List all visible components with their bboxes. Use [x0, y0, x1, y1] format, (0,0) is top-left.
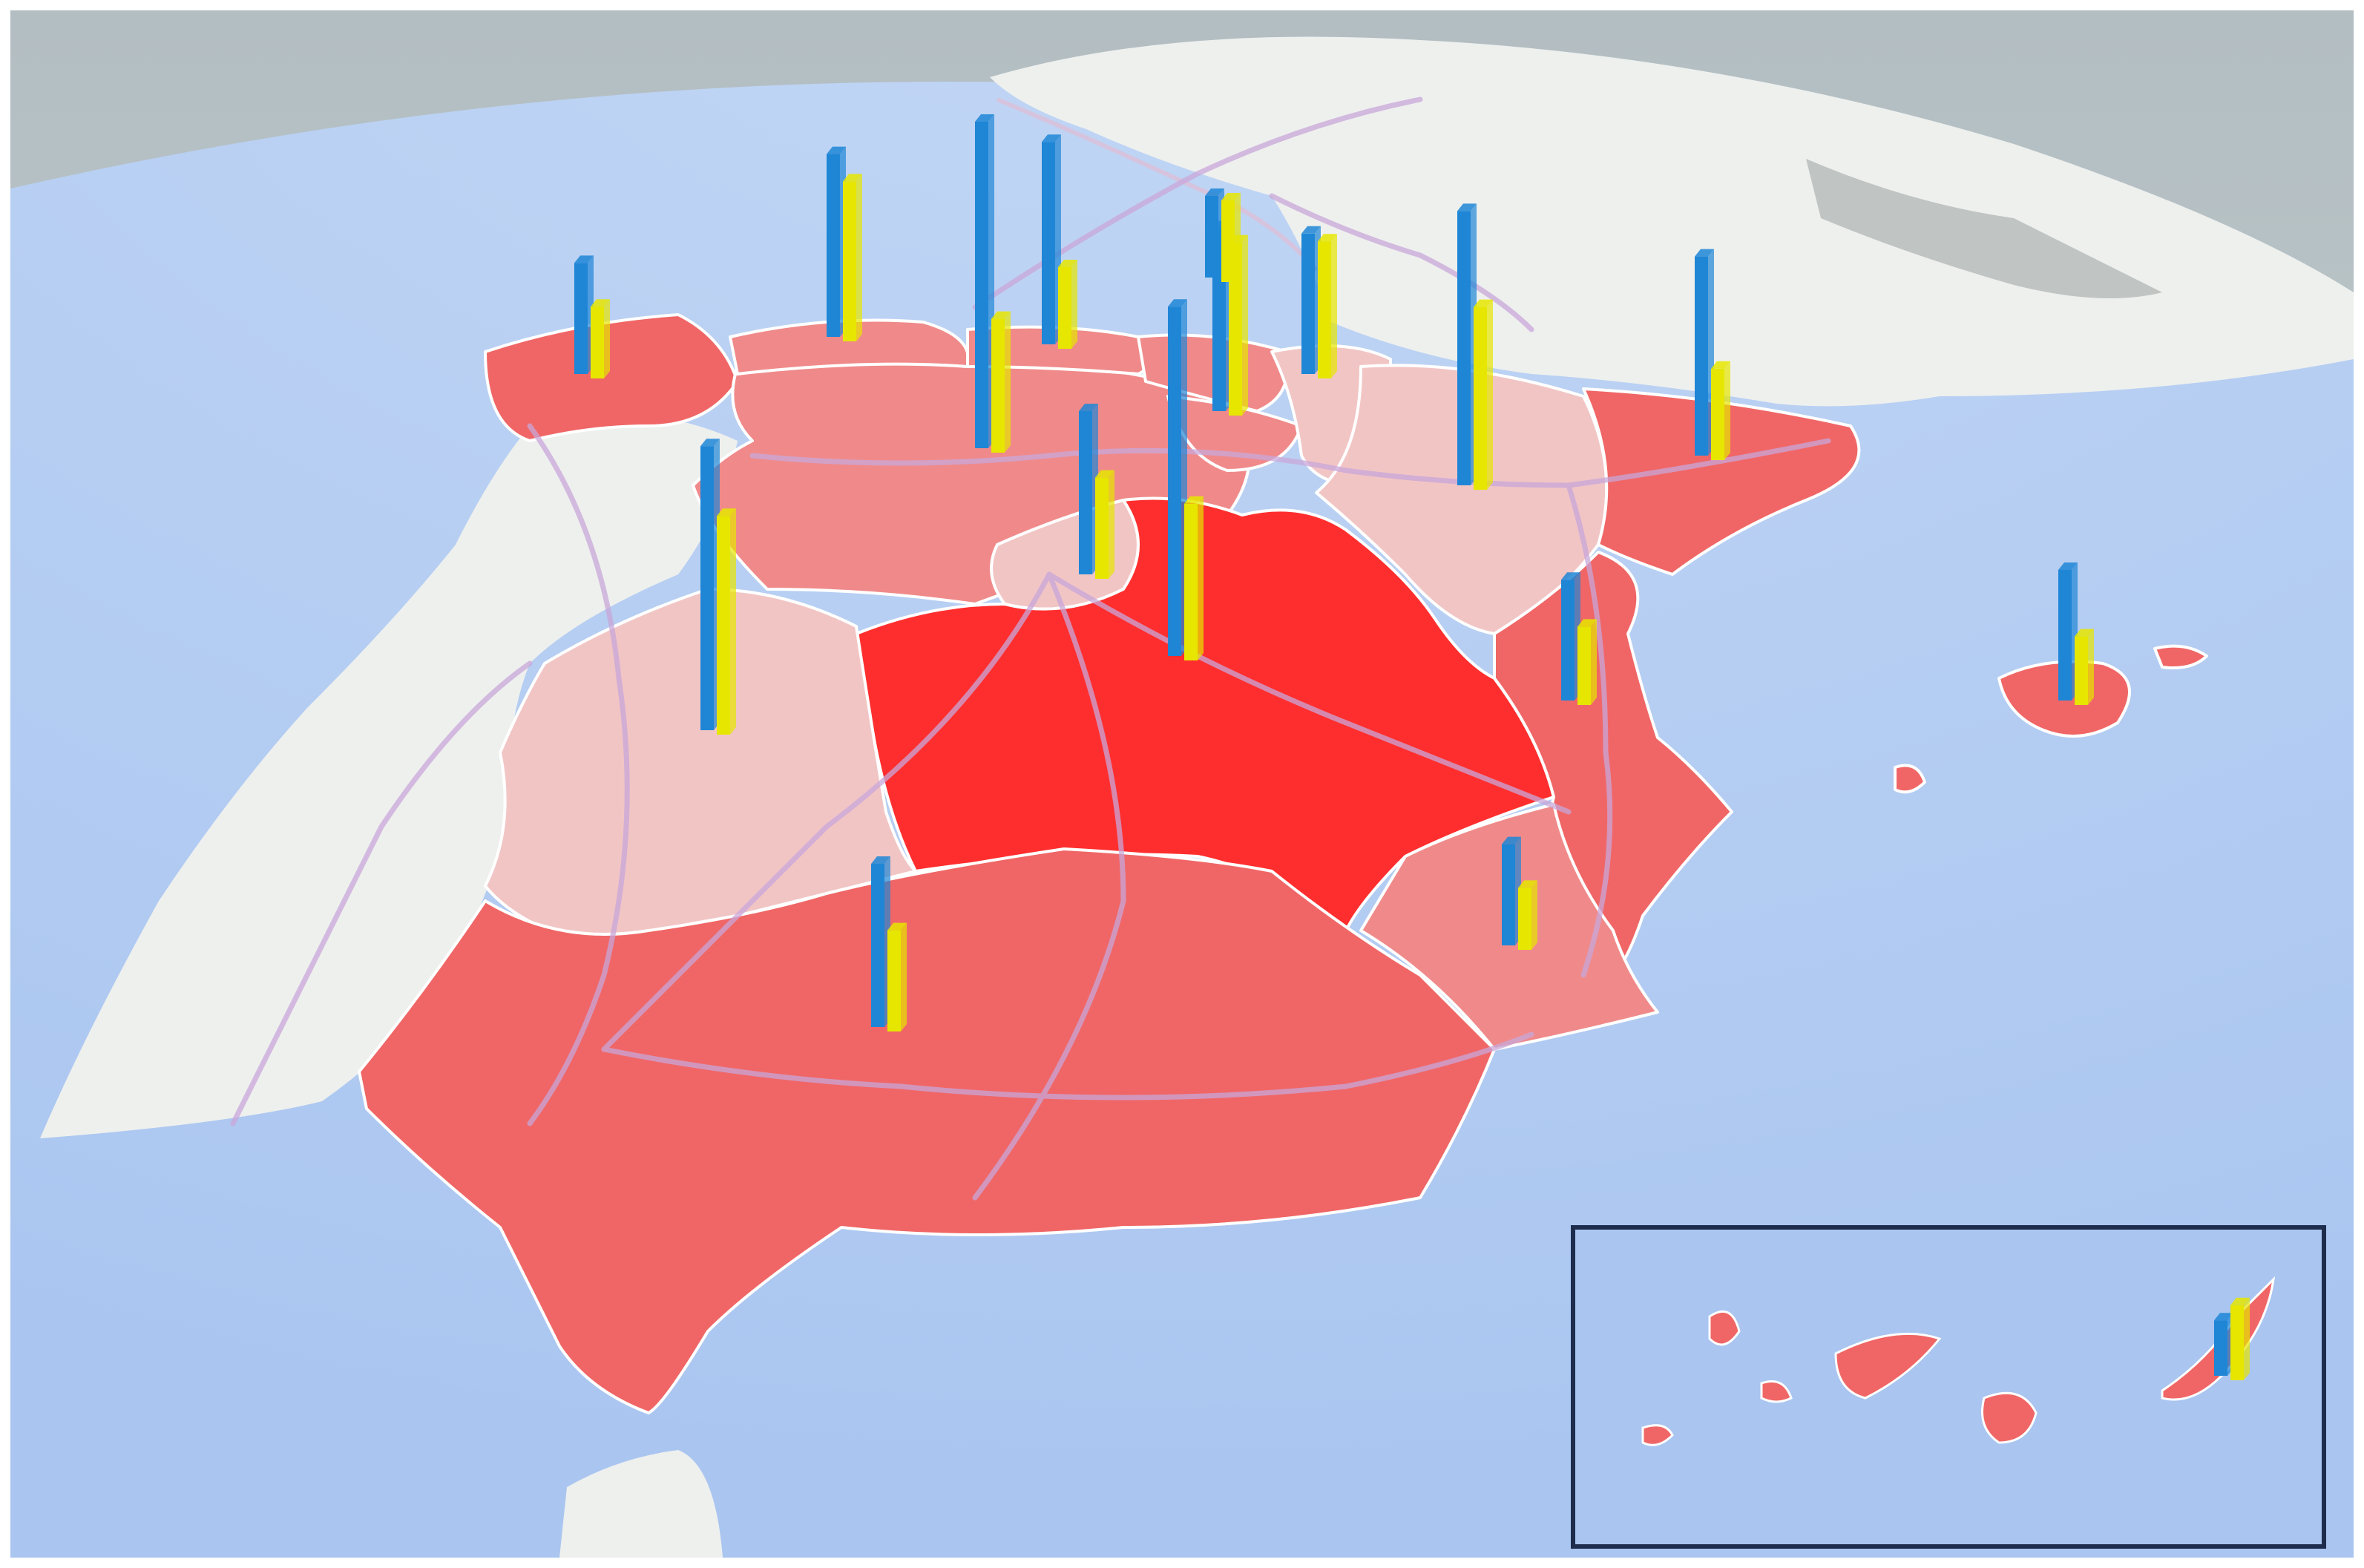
- map-frame: [10, 10, 2354, 1558]
- region-galicia[interactable]: [484, 313, 739, 442]
- bar-yellow-leon-north: [991, 311, 1011, 453]
- bar-blue-andalucia: [871, 856, 890, 1027]
- bar-yellow-islas-canarias: [2230, 1297, 2250, 1380]
- bay-of-biscay-coast: [996, 97, 1319, 272]
- bar-columns: [574, 114, 2250, 1380]
- bar-yellow-galicia: [591, 299, 610, 378]
- map-canvas[interactable]: [10, 10, 2354, 1558]
- bar-yellow-navarra: [1318, 234, 1337, 378]
- bar-yellow-aragon: [1474, 299, 1493, 490]
- inset-frame: [1571, 1225, 2326, 1549]
- bar-yellow-comunidad-valenciana: [1577, 619, 1597, 705]
- portugal-landmass: [40, 414, 738, 1138]
- region-islas-baleares-menorca[interactable]: [2153, 644, 2208, 669]
- region-cataluna[interactable]: [1582, 387, 1861, 576]
- bar-yellow-andalucia: [887, 922, 907, 1031]
- bar-yellow-madrid: [1184, 496, 1204, 660]
- bar-yellow-cataluna: [1711, 361, 1730, 460]
- canarias-inset[interactable]: [1571, 1225, 2326, 1549]
- bar-yellow-murcia: [1518, 880, 1537, 950]
- spain-regions[interactable]: [358, 313, 2208, 1414]
- region-asturias[interactable]: [729, 318, 971, 375]
- bar-blue-cataluna: [1695, 249, 1714, 456]
- bar-yellow-pais-vasco: [1229, 234, 1248, 416]
- bar-yellow-cantabria: [1058, 260, 1077, 349]
- bar-yellow-extremadura: [717, 508, 736, 735]
- road-network: [230, 96, 1831, 1201]
- bar-yellow-asturias: [843, 174, 862, 341]
- bar-yellow-islas-baleares: [2075, 629, 2094, 705]
- africa-landmass: [559, 1450, 723, 1558]
- france-terrain-shade: [1806, 159, 2162, 298]
- bar-yellow-la-rioja: [1221, 193, 1241, 282]
- bar-blue-comunidad-valenciana: [1561, 572, 1580, 701]
- bar-yellow-burgos: [1095, 470, 1114, 579]
- region-islas-baleares-ibiza[interactable]: [1894, 764, 1926, 794]
